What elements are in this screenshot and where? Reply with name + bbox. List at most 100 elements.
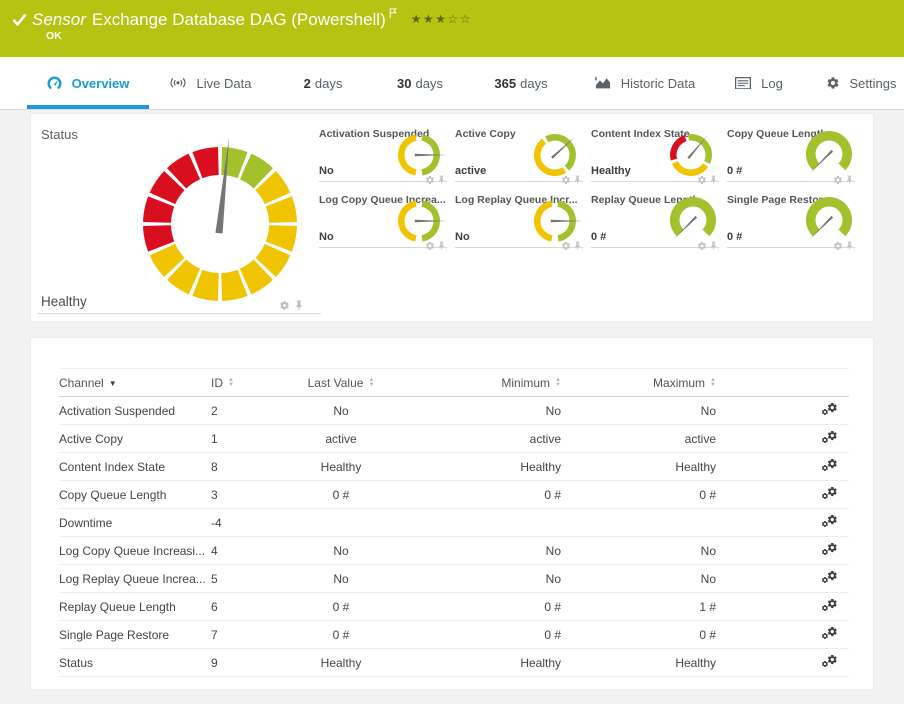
channel-settings-icon[interactable]: [821, 598, 837, 614]
status-overview-panel: Status Healthy Activation Suspended No A…: [30, 113, 874, 322]
cell-id: 5: [211, 571, 218, 586]
flag-icon[interactable]: [389, 8, 397, 18]
channel-gauge-label: Active Copy: [455, 128, 516, 140]
pin-icon[interactable]: [574, 175, 581, 185]
tab-label: Overview: [71, 75, 130, 91]
cell-minimum: No: [545, 571, 561, 586]
column-header-channel[interactable]: Channel ▼: [59, 375, 117, 390]
gear-icon: [826, 76, 840, 90]
sensor-status-badge: OK: [46, 30, 62, 42]
divider: [727, 181, 855, 182]
cell-last-value: No: [333, 403, 349, 418]
cell-id: -4: [211, 515, 222, 530]
channel-gauge-card: Active Copy active: [455, 126, 583, 185]
divider: [591, 247, 719, 248]
cell-channel[interactable]: Log Copy Queue Increasi...: [59, 543, 206, 558]
priority-stars[interactable]: ★★★☆☆: [410, 12, 473, 27]
tab-overview[interactable]: Overview: [27, 57, 149, 109]
cell-last-value: Healthy: [320, 655, 362, 670]
channel-gauge-card: Copy Queue Length 0 #: [727, 126, 855, 185]
divider: [319, 181, 447, 182]
cell-channel[interactable]: Replay Queue Length: [59, 599, 176, 614]
cell-channel[interactable]: Downtime: [59, 515, 113, 530]
channel-settings-icon[interactable]: [821, 626, 837, 642]
cell-channel[interactable]: Single Page Restore: [59, 627, 170, 642]
cell-maximum: 1 #: [699, 599, 716, 614]
channel-gauge: [669, 196, 717, 244]
channel-gauge-value: 0 #: [727, 165, 743, 177]
channel-gauge-card: Log Copy Queue Increa... No: [319, 192, 447, 251]
gear-icon[interactable]: [833, 175, 843, 185]
cell-channel[interactable]: Content Index State: [59, 459, 166, 474]
tab-number: 30: [397, 75, 412, 91]
channel-gauge: [669, 133, 713, 177]
cell-channel[interactable]: Copy Queue Length: [59, 487, 167, 502]
cell-id: 3: [211, 487, 218, 502]
tab-days[interactable]: 2 days: [288, 57, 358, 109]
gear-icon[interactable]: [425, 175, 435, 185]
tab-log[interactable]: Log: [733, 57, 785, 109]
page-title: Exchange Database DAG (Powershell): [91, 10, 386, 30]
gear-icon[interactable]: [561, 241, 571, 251]
pin-icon[interactable]: [438, 241, 445, 251]
column-header-last-value[interactable]: Last Value ▲ ▼: [307, 375, 375, 390]
tab-number: 365: [494, 75, 517, 91]
tab-days[interactable]: 365 days: [482, 57, 560, 109]
channel-gauge-value: No: [319, 165, 334, 177]
column-header-id[interactable]: ID ▲ ▼: [211, 375, 234, 390]
tab-number: 2: [303, 75, 311, 91]
gear-icon[interactable]: [425, 241, 435, 251]
channel-settings-icon[interactable]: [821, 514, 837, 530]
pin-icon[interactable]: [710, 175, 717, 185]
column-header-maximum[interactable]: Maximum ▲ ▼: [653, 375, 716, 390]
table-row: Copy Queue Length 3 0 # 0 # 0 #: [59, 481, 849, 509]
tab-settings[interactable]: Settings: [826, 57, 897, 109]
tab-live-data[interactable]: Live Data: [158, 57, 262, 109]
gear-icon[interactable]: [561, 175, 571, 185]
channel-gauge-label: Replay Queue Length: [591, 194, 699, 206]
channel-settings-icon[interactable]: [821, 430, 837, 446]
pin-icon[interactable]: [846, 175, 853, 185]
cell-channel[interactable]: Activation Suspended: [59, 403, 176, 418]
cell-maximum: Healthy: [675, 459, 716, 474]
channel-settings-icon[interactable]: [821, 654, 837, 670]
channel-settings-icon[interactable]: [821, 570, 837, 586]
gear-icon[interactable]: [697, 175, 707, 185]
cell-maximum: 0 #: [699, 627, 716, 642]
cell-maximum: No: [700, 543, 716, 558]
channel-gauge-value: 0 #: [727, 231, 743, 243]
cell-minimum: 0 #: [544, 487, 561, 502]
gear-icon[interactable]: [279, 300, 290, 311]
pin-icon[interactable]: [295, 300, 303, 311]
gear-icon[interactable]: [697, 241, 707, 251]
channel-settings-icon[interactable]: [821, 458, 837, 474]
pin-icon[interactable]: [710, 241, 717, 251]
channel-settings-icon[interactable]: [821, 486, 837, 502]
tab-historic-data[interactable]: Historic Data: [590, 57, 700, 109]
cell-channel[interactable]: Log Replay Queue Increa...: [59, 571, 206, 586]
tab-label: days: [415, 75, 443, 91]
primary-channel-value: Healthy: [41, 294, 87, 309]
table-header-row: Channel ▼ ID ▲ ▼ Last Value ▲ ▼ Minimum ▲ ▼ Max…: [59, 368, 849, 397]
channel-settings-icon[interactable]: [821, 402, 837, 418]
cell-channel[interactable]: Status: [59, 655, 94, 670]
table-row: Log Copy Queue Increasi... 4 No No No: [59, 537, 849, 565]
cell-id: 7: [211, 627, 218, 642]
pin-icon[interactable]: [846, 241, 853, 251]
gear-icon[interactable]: [833, 241, 843, 251]
tab-days[interactable]: 30 days: [383, 57, 457, 109]
channel-settings-icon[interactable]: [821, 542, 837, 558]
pin-icon[interactable]: [438, 175, 445, 185]
channel-gauge: [533, 133, 577, 177]
pin-icon[interactable]: [574, 241, 581, 251]
sort-icon: ▲ ▼: [555, 377, 561, 389]
cell-minimum: No: [545, 403, 561, 418]
cell-channel[interactable]: Active Copy: [59, 431, 124, 446]
table-row: Log Replay Queue Increa... 5 No No No: [59, 565, 849, 593]
divider: [455, 181, 583, 182]
broadcast-icon: [169, 77, 187, 89]
channel-gauge-value: 0 #: [591, 231, 607, 243]
table-row: Status 9 Healthy Healthy Healthy: [59, 649, 849, 677]
column-header-minimum[interactable]: Minimum ▲ ▼: [501, 375, 561, 390]
cell-id: 9: [211, 655, 218, 670]
